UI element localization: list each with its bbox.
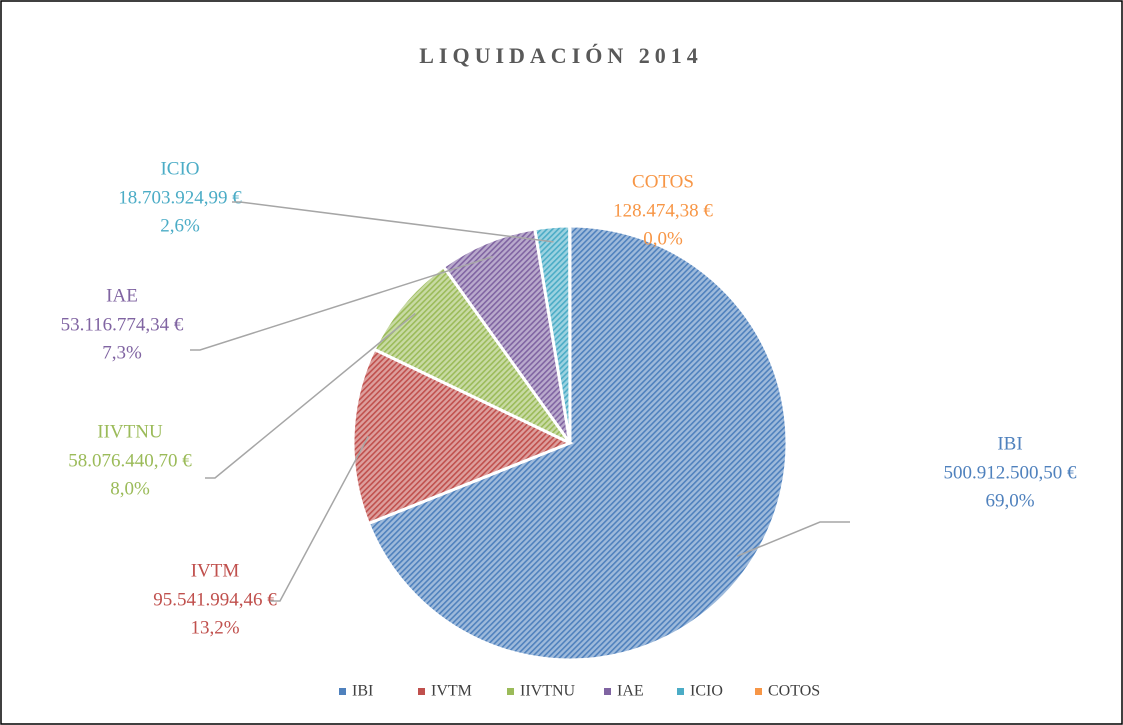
chart-title: LIQUIDACIÓN 2014 <box>419 43 703 68</box>
data-label-value: 18.703.924,99 € <box>118 187 242 208</box>
legend-label: COTOS <box>768 683 820 700</box>
data-label-value: 128.474,38 € <box>613 200 713 221</box>
leader-line <box>270 435 369 602</box>
leader-line <box>736 521 850 557</box>
data-label-name: IAE <box>106 285 138 306</box>
data-label-name: IBI <box>997 433 1022 454</box>
legend-label: IVTM <box>431 683 472 700</box>
data-label-value: 500.912.500,50 € <box>944 462 1078 483</box>
legend-marker <box>418 688 425 695</box>
leader-line <box>205 312 416 479</box>
pie-slice <box>351 347 574 526</box>
legend-label: IBI <box>352 683 373 700</box>
data-label-percent: 0,0% <box>643 228 683 249</box>
pie-slice <box>441 227 572 444</box>
leader-line <box>190 255 494 351</box>
data-label-percent: 2,6% <box>160 215 200 236</box>
data-label-value: 53.116.774,34 € <box>61 314 184 335</box>
legend-marker <box>339 688 346 695</box>
data-label-value: 95.541.994,46 € <box>153 589 277 610</box>
data-label-name: IIVTNU <box>97 421 163 442</box>
data-label-value: 58.076.440,70 € <box>68 450 192 471</box>
legend-marker <box>604 688 611 695</box>
data-label-percent: 8,0% <box>110 478 150 499</box>
leader-line <box>232 201 554 243</box>
pie-slice <box>372 264 572 445</box>
legend-label: IIVTNU <box>520 683 576 700</box>
data-label-percent: 13,2% <box>190 617 239 638</box>
legend-label: IAE <box>617 683 644 700</box>
pie-slice <box>366 224 789 662</box>
legend-marker <box>755 688 762 695</box>
data-label-name: COTOS <box>632 171 694 192</box>
data-label-percent: 69,0% <box>985 490 1034 511</box>
data-label-name: IVTM <box>191 560 240 581</box>
legend-marker <box>507 688 514 695</box>
data-label-percent: 7,3% <box>102 342 142 363</box>
data-label-name: ICIO <box>160 158 199 179</box>
legend-marker <box>677 688 684 695</box>
legend-label: ICIO <box>690 683 723 700</box>
